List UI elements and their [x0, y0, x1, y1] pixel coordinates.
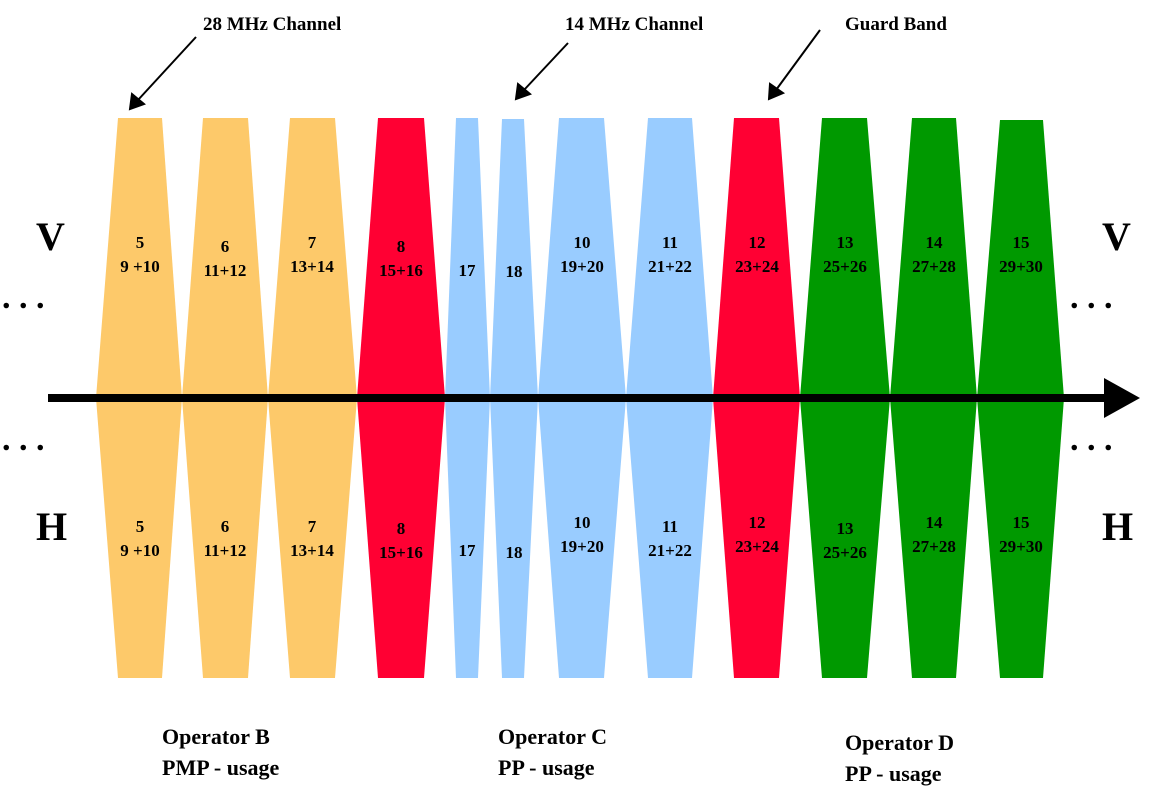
channel-13-h-number: 13: [837, 519, 854, 538]
channel-11-h-pair: 21+22: [648, 541, 692, 560]
channel-8-v-pair: 15+16: [379, 261, 423, 280]
ellipsis-top-left: . . .: [2, 279, 45, 316]
operator-c-usage: PP - usage: [498, 755, 595, 780]
annotation-arrows: [128, 29, 821, 111]
polarization-v-left: V: [36, 214, 65, 259]
frequency-axis-arrow: [48, 378, 1140, 418]
channel-7-h-pair: 13+14: [290, 541, 334, 560]
ellipsis-top-right: . . .: [1070, 279, 1113, 316]
channel-12-h-number: 12: [749, 513, 766, 532]
channel-12-h-pair: 23+24: [735, 537, 779, 556]
label-guard-band: Guard Band: [845, 14, 947, 35]
channel-14-h-pair: 27+28: [912, 537, 956, 556]
polarization-h-left: H: [36, 504, 67, 549]
channel-12-v-number: 12: [749, 233, 766, 252]
channel-7-h-number: 7: [308, 517, 317, 536]
channel-11-v-pair: 21+22: [648, 257, 692, 276]
arrow-guard-band: [775, 29, 821, 91]
channel-17-h-number: 17: [459, 541, 477, 560]
channel-5-v-number: 5: [136, 233, 145, 252]
channel-11-h-number: 11: [662, 517, 678, 536]
channel-14-v-number: 14: [926, 233, 944, 252]
operator-d-name: Operator D: [845, 730, 954, 755]
polarization-h-right: H: [1102, 504, 1133, 549]
channel-10-h-number: 10: [574, 513, 591, 532]
channel-15-v-pair: 29+30: [999, 257, 1043, 276]
channel-10-v-pair: 19+20: [560, 257, 604, 276]
channel-8-h-number: 8: [397, 519, 406, 538]
operator-b-name: Operator B: [162, 724, 270, 749]
channel-18-h-number: 18: [506, 543, 523, 562]
channel-5-v-pair: 9 +10: [120, 257, 159, 276]
channel-17-v-number: 17: [459, 261, 477, 280]
channel-15-v-number: 15: [1013, 233, 1030, 252]
operator-c-name: Operator C: [498, 724, 607, 749]
channel-14-v-pair: 27+28: [912, 257, 956, 276]
arrow-14mhz: [523, 42, 569, 91]
operator-b-usage: PMP - usage: [162, 755, 280, 780]
arrow-28mhz: [137, 36, 197, 101]
channel-10-h-pair: 19+20: [560, 537, 604, 556]
channel-15-h-number: 15: [1013, 513, 1030, 532]
channel-12-v-pair: 23+24: [735, 257, 779, 276]
channel-13-h-pair: 25+26: [823, 543, 867, 562]
label-28mhz-channel: 28 MHz Channel: [203, 14, 341, 35]
channel-18-v-number: 18: [506, 262, 523, 281]
ellipsis-bottom-right: . . .: [1070, 421, 1113, 458]
operator-d-usage: PP - usage: [845, 761, 942, 786]
channel-8-v-number: 8: [397, 237, 406, 256]
channel-7-v-number: 7: [308, 233, 317, 252]
channel-14-h-number: 14: [926, 513, 944, 532]
channel-6-v-number: 6: [221, 237, 230, 256]
channel-7-v-pair: 13+14: [290, 257, 334, 276]
channel-11-v-number: 11: [662, 233, 678, 252]
channel-5-h-pair: 9 +10: [120, 541, 159, 560]
label-14mhz-channel: 14 MHz Channel: [565, 14, 703, 35]
ellipsis-bottom-left: . . .: [2, 421, 45, 458]
channel-10-v-number: 10: [574, 233, 591, 252]
channel-6-h-number: 6: [221, 517, 230, 536]
channel-5-h-number: 5: [136, 517, 145, 536]
channel-8-h-pair: 15+16: [379, 543, 423, 562]
channel-15-h-pair: 29+30: [999, 537, 1043, 556]
channel-6-v-pair: 11+12: [204, 261, 247, 280]
channel-13-v-pair: 25+26: [823, 257, 867, 276]
polarization-v-right: V: [1102, 214, 1131, 259]
channel-6-h-pair: 11+12: [204, 541, 247, 560]
channel-13-v-number: 13: [837, 233, 854, 252]
